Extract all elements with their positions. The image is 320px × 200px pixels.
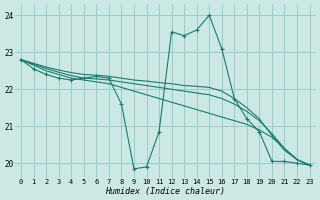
X-axis label: Humidex (Indice chaleur): Humidex (Indice chaleur) xyxy=(105,187,225,196)
